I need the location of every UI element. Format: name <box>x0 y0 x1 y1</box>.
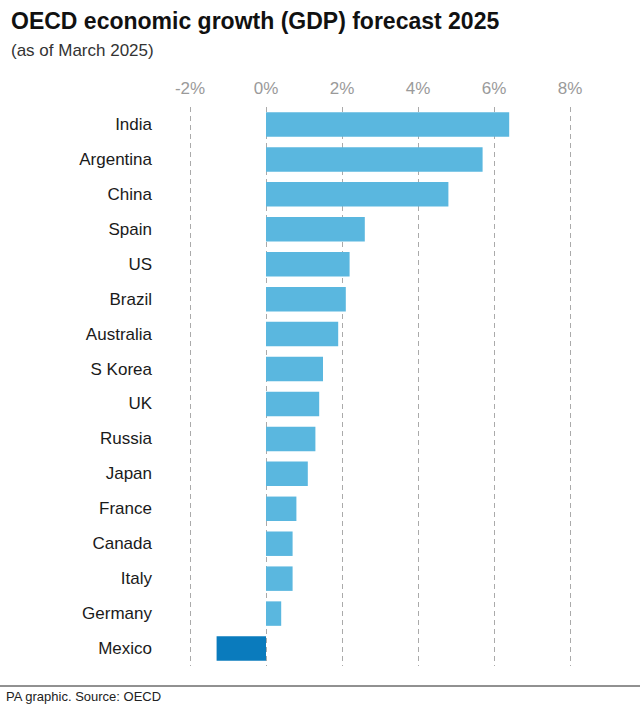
svg-text:8%: 8% <box>558 79 583 98</box>
svg-text:4%: 4% <box>406 79 431 98</box>
svg-text:PA graphic. Source: OECD: PA graphic. Source: OECD <box>6 689 161 704</box>
svg-text:China: China <box>108 185 153 204</box>
svg-text:Canada: Canada <box>92 534 152 553</box>
svg-text:US: US <box>128 255 152 274</box>
svg-text:India: India <box>115 115 152 134</box>
svg-text:6%: 6% <box>482 79 507 98</box>
svg-text:Spain: Spain <box>109 220 152 239</box>
svg-text:Mexico: Mexico <box>98 639 152 658</box>
svg-text:Argentina: Argentina <box>79 150 152 169</box>
svg-text:S Korea: S Korea <box>91 360 153 379</box>
svg-text:Brazil: Brazil <box>109 290 152 309</box>
svg-text:Italy: Italy <box>121 569 153 588</box>
svg-text:Germany: Germany <box>82 604 152 623</box>
svg-text:2%: 2% <box>330 79 355 98</box>
svg-text:OECD economic growth (GDP) for: OECD economic growth (GDP) forecast 2025 <box>11 8 499 34</box>
svg-text:Japan: Japan <box>106 464 152 483</box>
svg-text:0%: 0% <box>254 79 279 98</box>
svg-text:Russia: Russia <box>100 429 153 448</box>
svg-text:-2%: -2% <box>175 79 205 98</box>
svg-text:Australia: Australia <box>86 325 153 344</box>
svg-text:(as of March 2025): (as of March 2025) <box>11 41 154 60</box>
svg-text:France: France <box>99 499 152 518</box>
svg-text:UK: UK <box>128 394 152 413</box>
